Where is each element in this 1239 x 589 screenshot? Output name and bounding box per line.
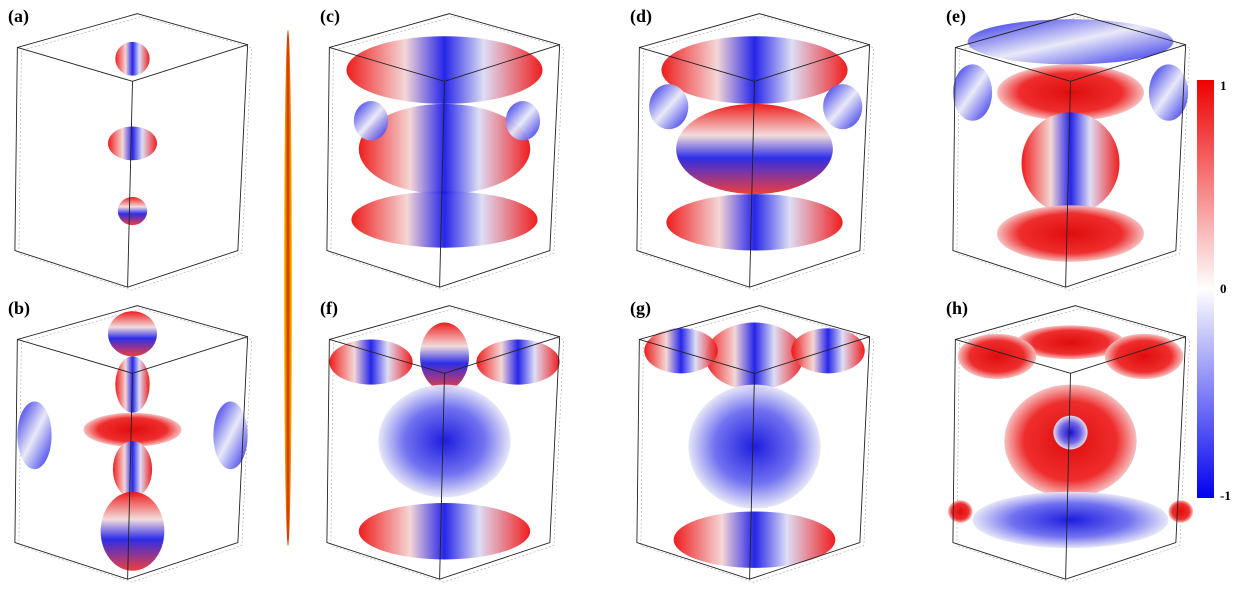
fermi-surface [649, 84, 689, 130]
cube-edge [1065, 373, 1071, 580]
fermi-surface [346, 36, 543, 104]
fermi-surface [673, 511, 836, 568]
cube-outline-back [330, 16, 564, 291]
fermi-surface [666, 194, 843, 251]
fermi-surface [644, 328, 718, 374]
panel-label: (f) [320, 298, 338, 319]
fermi-surface [329, 339, 413, 385]
fermi-surface [967, 19, 1174, 65]
fermi-surface [997, 205, 1144, 262]
fermi-surface [661, 36, 848, 104]
fermi-surface [17, 401, 52, 470]
cube-outline-back [330, 308, 564, 583]
cube-edge [17, 47, 133, 82]
cube-edge [444, 336, 560, 374]
colorbar-label: -1 [1220, 488, 1231, 503]
cube-edge [955, 339, 1071, 374]
fermi-surface [358, 503, 531, 560]
fermi-surface [1148, 64, 1189, 121]
fermi-surface [972, 491, 1169, 549]
cube-edge [439, 373, 445, 580]
cube-outline-back [956, 16, 1190, 291]
colorbar [1197, 80, 1214, 498]
cube-outline-back [18, 308, 252, 583]
fermi-surface [115, 41, 150, 76]
cube-edge [127, 373, 133, 580]
fermi-surface [353, 101, 389, 141]
fermi-surface [378, 384, 511, 498]
fermi-surface [108, 126, 157, 161]
cube-outline-back [640, 308, 874, 583]
panel-label: (a) [8, 6, 29, 27]
fermi-surface [117, 196, 148, 226]
cube-edge [329, 339, 445, 374]
cube-outline-back [640, 16, 874, 291]
cube-edge [749, 81, 755, 288]
fermi-surface [957, 333, 1037, 379]
cube-edge [1070, 44, 1186, 82]
cube-edge [639, 339, 755, 374]
fermi-surface [1104, 333, 1184, 379]
fermi-surface [83, 412, 182, 447]
fermi-surface [505, 101, 541, 141]
fermi-surface [1021, 112, 1120, 214]
cube-edge [955, 47, 1071, 82]
fermi-surface [351, 191, 538, 248]
fermi-surface [112, 441, 153, 498]
fermi-surface [1016, 325, 1125, 360]
fermi-surface [688, 384, 821, 509]
panel-label: (d) [630, 6, 652, 27]
cube-edge [639, 47, 755, 82]
cube-edge [329, 47, 445, 82]
panel-label: (b) [8, 298, 30, 319]
cube-edge [132, 336, 248, 374]
fermi-surface [420, 322, 469, 391]
cube-edge [17, 339, 133, 374]
fermi-surface [213, 401, 248, 470]
fermi-surface [823, 84, 863, 130]
panel-label: (c) [320, 6, 340, 27]
color-rod [284, 30, 292, 546]
fermi-surface [1168, 500, 1193, 523]
fermi-surface [100, 491, 165, 571]
fermi-surface [476, 339, 560, 385]
cube-edge [1070, 336, 1186, 374]
cube-outline-back [956, 308, 1190, 583]
cube-edge [754, 44, 870, 82]
colorbar-label: 1 [1220, 78, 1227, 93]
fermi-surface [358, 103, 531, 195]
cube-edge [754, 336, 870, 374]
fermi-surface [948, 500, 973, 523]
cube-edge [127, 81, 133, 288]
panel-label: (g) [630, 298, 651, 319]
fermi-surface [952, 64, 993, 121]
colorbar-label: 0 [1220, 281, 1227, 296]
fermi-surface [1053, 415, 1088, 450]
fermi-surface [791, 328, 865, 374]
cube-edge [132, 44, 248, 82]
cube-edge [749, 373, 755, 580]
cube-edge [1065, 81, 1071, 288]
cube-edge [439, 81, 445, 288]
panel-label: (h) [946, 298, 968, 319]
cube-outline-back [18, 16, 252, 291]
fermi-surface [676, 103, 833, 195]
fermi-surface [705, 322, 804, 391]
cube-edge [444, 44, 560, 82]
panel-label: (e) [946, 6, 966, 27]
fermi-surface [108, 311, 157, 357]
